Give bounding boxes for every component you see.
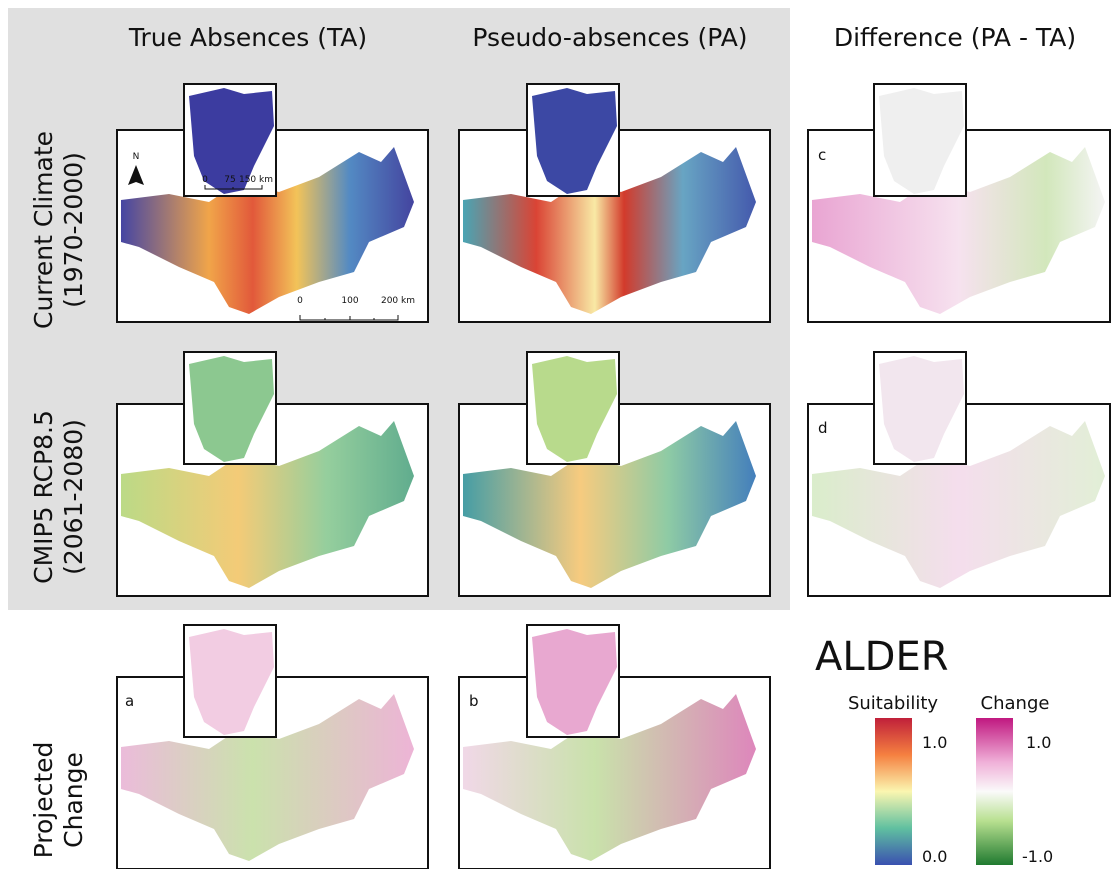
legend-subtitle: Change [981,693,1050,714]
column-header: Difference (PA - TA) [834,23,1076,52]
row-label: (2061-2080) [59,419,88,575]
panels [117,84,1110,869]
colorbar-label: 1.0 [1026,733,1051,752]
colorbar-label: 0.0 [922,847,947,866]
panel-letter: d [818,419,828,437]
row-label: (1970-2000) [59,152,88,308]
colorbar [976,718,1013,865]
row-label: CMIP5 RCP8.5 [29,410,58,584]
scale-label: 150 km [239,175,273,185]
legend-subtitle: Suitability [848,693,938,714]
legend: ALDER Suitability Change 1.0 0.0 1.0 -1.… [815,634,1053,866]
colorbar-label: 1.0 [922,733,947,752]
scale-label: 0 [202,175,208,185]
legend-title: ALDER [815,634,949,680]
north-label: N [133,152,140,162]
panel-letter: c [818,146,826,164]
column-header: True Absences (TA) [128,23,367,52]
scale-label: 0 [297,296,303,306]
row-label: Projected [29,742,58,859]
row-label: Change [59,752,88,848]
colorbar-label: -1.0 [1022,847,1053,866]
row-label: Current Climate [29,131,58,329]
figure: True Absences (TA) Pseudo-absences (PA) … [0,0,1111,869]
scale-label: 200 km [381,296,415,306]
scale-label: 75 [224,175,235,185]
scale-label: 100 [341,296,358,306]
panel-letter: b [469,692,479,710]
column-header: Pseudo-absences (PA) [472,23,747,52]
panel-letter: a [125,692,134,710]
colorbar [875,718,912,865]
